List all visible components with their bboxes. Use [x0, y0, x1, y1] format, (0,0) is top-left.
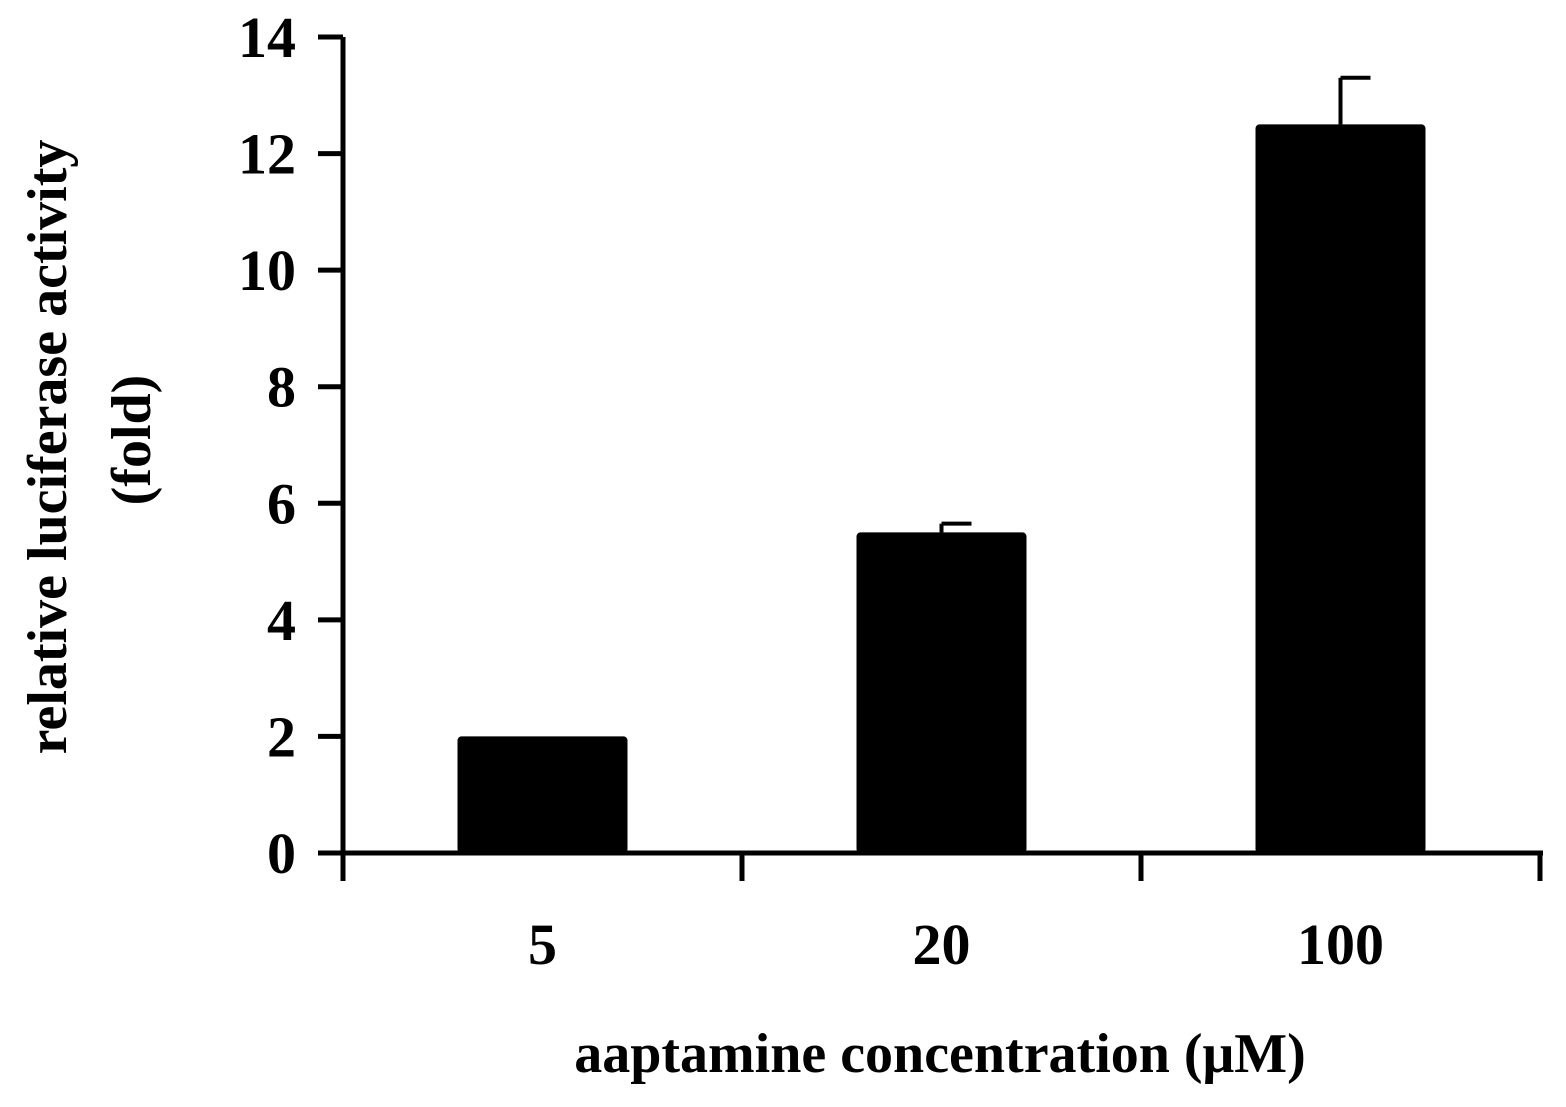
bar [457, 736, 628, 853]
bar [1255, 124, 1426, 853]
x-ticks-layer: 5 20 100 [340, 853, 1543, 977]
y-tick-label: 6 [267, 471, 296, 536]
x-tick-label: 100 [1297, 912, 1384, 977]
y-tick-label: 2 [267, 704, 296, 769]
y-axis-title-line2: (fold) [101, 375, 163, 506]
y-axis-title-group: relative luciferase activity [17, 140, 79, 755]
x-axis-title: aaptamine concentration (μM) [574, 1023, 1306, 1085]
axes-layer [318, 37, 1543, 881]
y-tick-label: 12 [238, 122, 296, 187]
y-tick-label: 4 [267, 588, 296, 653]
y-tick-label: 10 [238, 238, 296, 303]
y-tick-label: 0 [267, 821, 296, 886]
y-tick-label: 14 [238, 5, 296, 70]
y-tick-label: 8 [267, 355, 296, 420]
error-bars-layer [939, 75, 1371, 533]
x-tick-label: 5 [528, 912, 557, 977]
bars-layer [457, 124, 1426, 853]
y-axis-title-line1: relative luciferase activity [17, 140, 79, 755]
y-axis-title-group-2: (fold) [101, 375, 163, 506]
x-tick-label: 20 [913, 912, 971, 977]
bar [856, 532, 1027, 853]
y-ticks-layer: 0 2 4 6 8 10 12 14 [238, 5, 343, 886]
